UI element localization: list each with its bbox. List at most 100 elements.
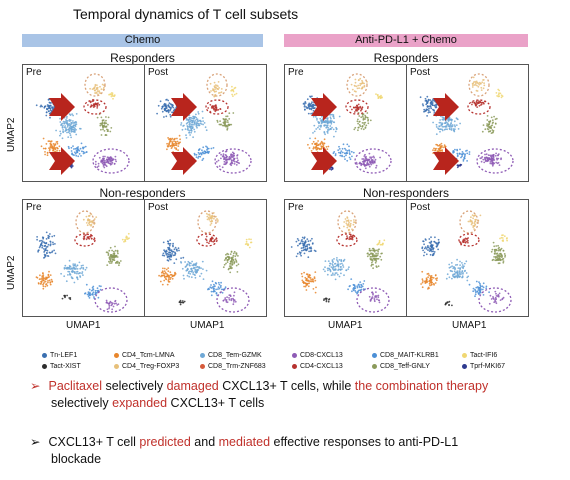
legend-swatch (372, 353, 377, 358)
group-header-chemo: Chemo (22, 34, 263, 47)
umap-panel-chemo-responders-pre: Pre (22, 64, 145, 182)
cluster-highlight-ellipse (467, 99, 491, 115)
umap-panel-pd-non-responders-post: Post (406, 199, 529, 317)
highlight-arrow-icon (49, 147, 75, 175)
umap-panel-pd-responders-pre: Pre (284, 64, 407, 182)
cluster-highlight-ellipse (346, 73, 368, 97)
legend-item: CD8_Teff-GNLY (372, 363, 430, 370)
legend-label: CD4_Tcm-LMNA (122, 352, 175, 359)
panel-tag: Post (410, 202, 431, 213)
panel-tag: Pre (26, 67, 42, 78)
cluster-highlight-ellipse (74, 233, 96, 247)
umap-panel-chemo-responders-post: Post (144, 64, 267, 182)
bullet-text: selectively (51, 396, 113, 410)
x-axis-label-4: UMAP1 (452, 320, 487, 331)
highlight-arrow-icon (311, 147, 337, 175)
legend-label: Tprf-MKI67 (470, 363, 506, 370)
legend-item: CD8_MAIT-KLRB1 (372, 352, 439, 359)
legend-label: Tact-XIST (50, 363, 81, 370)
bullet-text: effective responses to anti-PD-L1 (270, 435, 459, 449)
x-axis-label-3: UMAP1 (328, 320, 363, 331)
legend-label: CD8_Trm-ZNF683 (208, 363, 266, 370)
cluster-highlight-ellipse (75, 210, 95, 234)
highlight-arrow-icon (171, 93, 197, 121)
umap-scatter (35, 73, 130, 175)
section-label-pd-responders: Responders (373, 51, 439, 65)
umap-scatter (156, 73, 252, 175)
highlight-arrow-icon (49, 93, 75, 121)
bullet-text: and (190, 435, 219, 449)
figure-title: Temporal dynamics of T cell subsets (73, 6, 299, 22)
panel-tag: Pre (288, 202, 304, 213)
legend-item: Tprf-MKI67 (462, 363, 505, 370)
section-label-chemo-responders: Responders (110, 51, 175, 65)
cluster-highlight-ellipse (356, 287, 390, 313)
legend-item: CD8_Trm-ZNF683 (200, 363, 266, 370)
cluster-highlight-ellipse (468, 73, 490, 97)
bullet-arrow-icon: ➢ (30, 435, 41, 449)
legend-item: CD8-CXCL13 (292, 352, 343, 359)
cluster-highlight-ellipse (94, 287, 128, 313)
cluster-legend: Tn-LEF1 Tact-XIST CD4_Tcm-LMNA CD4_Treg-… (42, 352, 532, 376)
legend-swatch (200, 353, 205, 358)
x-axis-label-2: UMAP1 (190, 320, 225, 331)
x-axis-label-1: UMAP1 (66, 320, 101, 331)
bullet-text: Paclitaxel (48, 379, 102, 393)
cluster-highlight-ellipse (84, 73, 106, 97)
bullet-text: CXCL13+ T cell (48, 435, 140, 449)
bullet-text: mediated (218, 435, 271, 449)
legend-swatch (462, 353, 467, 358)
legend-swatch (372, 364, 377, 369)
cluster-highlight-ellipse (92, 148, 130, 174)
bullet-text: damaged (166, 379, 219, 393)
cluster-highlight-ellipse (205, 99, 229, 115)
legend-swatch (292, 364, 297, 369)
y-axis-label-top: UMAP2 (6, 117, 17, 152)
legend-label: CD8-CXCL13 (300, 352, 343, 359)
cluster-highlight-ellipse (345, 99, 369, 115)
bullet-text: blockade (51, 452, 102, 466)
legend-swatch (114, 353, 119, 358)
y-axis-label-bottom: UMAP2 (6, 255, 17, 290)
cluster-highlight-ellipse (459, 210, 479, 234)
umap-scatter (420, 210, 512, 313)
cluster-highlight-ellipse (337, 210, 357, 234)
umap-scatter (290, 210, 390, 313)
cluster-highlight-ellipse (336, 233, 358, 247)
highlight-arrow-icon (171, 147, 197, 175)
legend-item: Tn-LEF1 (42, 352, 77, 359)
bullet-arrow-icon: ➢ (30, 379, 41, 393)
bullet-point-1: ➢ Paclitaxel selectively damaged CXCL13+ … (30, 378, 488, 412)
cluster-highlight-ellipse (476, 148, 514, 174)
bullet-point-2: ➢ CXCL13+ T cell predicted and mediated e… (30, 434, 458, 468)
umap-panel-chemo-non-responders-post: Post (144, 199, 267, 317)
umap-panel-pd-non-responders-pre: Pre (284, 199, 407, 317)
legend-label: CD8_Tem-GZMK (208, 352, 262, 359)
legend-swatch (200, 364, 205, 369)
legend-label: CD4-CXCL13 (300, 363, 343, 370)
cluster-highlight-ellipse (206, 73, 228, 97)
cluster-highlight-ellipse (83, 99, 107, 115)
group-header-anti-pdl1-chemo: Anti-PD-L1 + Chemo (284, 34, 528, 47)
legend-label: Tact-IFI6 (470, 352, 498, 359)
legend-swatch (292, 353, 297, 358)
panel-tag: Post (148, 202, 169, 213)
panel-tag: Post (410, 67, 431, 78)
umap-scatter (35, 210, 130, 313)
cluster-highlight-ellipse (197, 210, 217, 234)
legend-swatch (42, 364, 47, 369)
cluster-highlight-ellipse (478, 287, 512, 313)
cluster-highlight-ellipse (354, 148, 392, 174)
umap-panel-pd-responders-post: Post (406, 64, 529, 182)
highlight-arrow-icon (433, 93, 459, 121)
legend-label: CD8_MAIT-KLRB1 (380, 352, 439, 359)
bullet-text: selectively (101, 379, 167, 393)
section-label-chemo-non-responders: Non-responders (99, 186, 186, 200)
panel-tag: Pre (26, 202, 42, 213)
bullet-text: predicted (139, 435, 191, 449)
umap-scatter (419, 73, 514, 175)
umap-panel-chemo-non-responders-pre: Pre (22, 199, 145, 317)
legend-label: CD4_Treg-FOXP3 (122, 363, 180, 370)
legend-item: CD4_Tcm-LMNA (114, 352, 175, 359)
legend-item: Tact-XIST (42, 363, 81, 370)
